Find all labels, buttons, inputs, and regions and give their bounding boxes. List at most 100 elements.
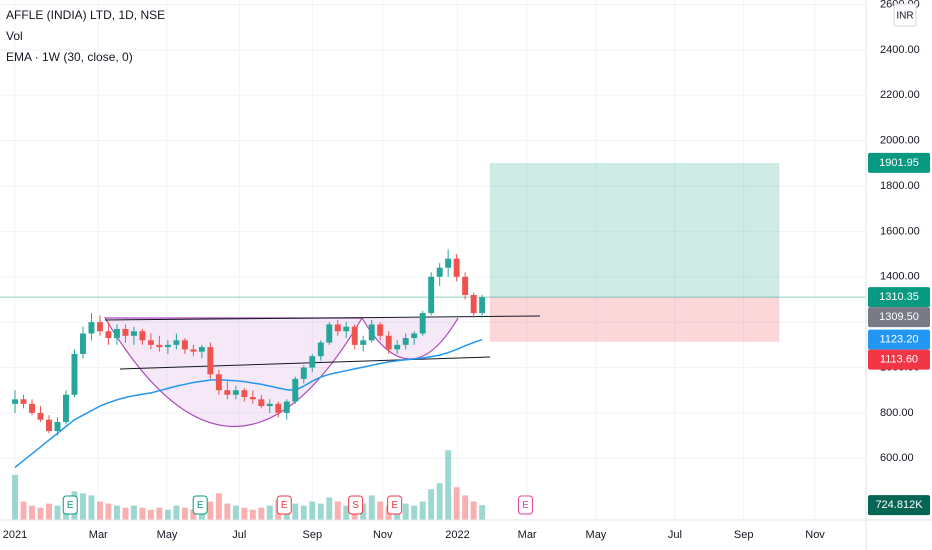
event-label: S — [352, 500, 359, 511]
volume-bar — [139, 507, 146, 520]
candle-body — [198, 347, 205, 352]
candle-body — [105, 331, 112, 339]
volume-bar — [46, 503, 52, 520]
candle-body — [224, 390, 231, 395]
volume-bar — [113, 505, 120, 520]
volume-bar — [37, 507, 44, 520]
ema-legend[interactable]: EMA · 1W (30, close, 0) — [6, 50, 133, 64]
x-tick-label: Sep — [302, 529, 322, 541]
volume-bar — [215, 493, 222, 520]
target-zone — [489, 162, 780, 298]
volume-bar — [80, 493, 86, 520]
volume-bar — [29, 505, 35, 520]
candle-body — [164, 344, 171, 348]
volume-bar — [54, 505, 61, 520]
volume-bar — [130, 505, 137, 520]
candle-body — [292, 378, 299, 402]
candle-body — [29, 403, 35, 413]
volume-bar — [181, 507, 188, 520]
candle-body — [258, 399, 265, 407]
candle-body — [343, 326, 350, 332]
candle-body — [190, 349, 197, 352]
candle-body — [54, 421, 61, 432]
volume-bar — [479, 505, 486, 520]
volume-bar — [173, 505, 180, 520]
candle-body — [249, 397, 256, 400]
volume-bar — [326, 497, 333, 520]
volume-bar — [147, 509, 154, 520]
price-axis[interactable]: 600.00800.001000.001200.001400.001600.00… — [868, 0, 930, 516]
volume-badge-label: 724.812K — [875, 499, 923, 511]
event-label: E — [522, 500, 529, 511]
candle-body — [479, 297, 486, 314]
currency-box[interactable] — [893, 3, 917, 27]
candle-body — [113, 328, 120, 339]
x-tick-label: 2022 — [445, 529, 469, 541]
candle-body — [156, 344, 163, 348]
candle-body — [63, 394, 69, 422]
event-marker[interactable] — [276, 495, 292, 515]
volume-bar — [428, 489, 435, 520]
volume-bar — [377, 501, 384, 520]
event-marker[interactable] — [387, 495, 403, 515]
candle-body — [394, 344, 401, 350]
volume-bar — [190, 509, 197, 520]
candle-body — [275, 403, 282, 413]
volume-bar — [317, 503, 324, 520]
event-label: E — [281, 500, 288, 511]
volume-bar — [368, 495, 375, 520]
volume-bar — [462, 495, 469, 520]
volume-bar — [164, 509, 171, 520]
candle-body — [419, 313, 426, 334]
volume-bar — [232, 505, 239, 520]
volume-bar — [224, 503, 231, 520]
candle-body — [241, 390, 248, 398]
price-badge-label: 1901.95 — [879, 157, 919, 169]
candle-body — [428, 276, 435, 314]
position-tool[interactable] — [0, 162, 866, 342]
price-badge — [868, 307, 930, 328]
y-tick-label: 1400.00 — [880, 271, 920, 283]
support-line[interactable] — [119, 356, 491, 370]
y-tick-label: 800.00 — [880, 407, 914, 419]
price-badge — [868, 349, 930, 370]
candle-body — [46, 419, 52, 432]
volume-bar — [436, 483, 443, 520]
y-tick-label: 1800.00 — [880, 180, 920, 192]
x-tick-label: Nov — [805, 529, 825, 541]
candle-body — [436, 267, 443, 277]
y-tick-label: 2200.00 — [880, 89, 920, 101]
symbol-title[interactable]: AFFLE (INDIA) LTD, 1D, NSE — [6, 8, 165, 22]
candle-body — [445, 258, 452, 268]
candle-body — [470, 294, 477, 314]
x-tick-label: Jul — [232, 529, 246, 541]
candle-body — [462, 276, 469, 295]
price-badge-label: 1113.60 — [880, 353, 918, 365]
volume-legend[interactable]: Vol — [6, 29, 23, 43]
volume-bar — [12, 474, 19, 520]
candle-body — [351, 326, 358, 345]
volume-bar — [292, 503, 299, 520]
event-marker[interactable] — [62, 495, 78, 515]
event-marker[interactable] — [348, 495, 364, 515]
candle-body — [266, 403, 273, 407]
event-marker[interactable] — [192, 495, 208, 515]
candle-body — [300, 367, 307, 379]
volume-bar — [207, 501, 214, 520]
volume-bar — [249, 509, 256, 520]
candle-body — [334, 324, 341, 332]
event-marker[interactable] — [517, 495, 533, 515]
resistance-line[interactable] — [104, 315, 541, 321]
x-tick-label: 2021 — [3, 529, 27, 541]
volume-bar — [309, 501, 316, 520]
event-label: E — [197, 500, 204, 511]
volume-bar — [241, 507, 248, 520]
candle-body — [173, 340, 180, 345]
price-pane — [12, 249, 486, 468]
candle-body — [181, 340, 188, 350]
volume-bar — [300, 505, 307, 520]
event-label: E — [67, 500, 74, 511]
candle-body — [80, 333, 86, 354]
